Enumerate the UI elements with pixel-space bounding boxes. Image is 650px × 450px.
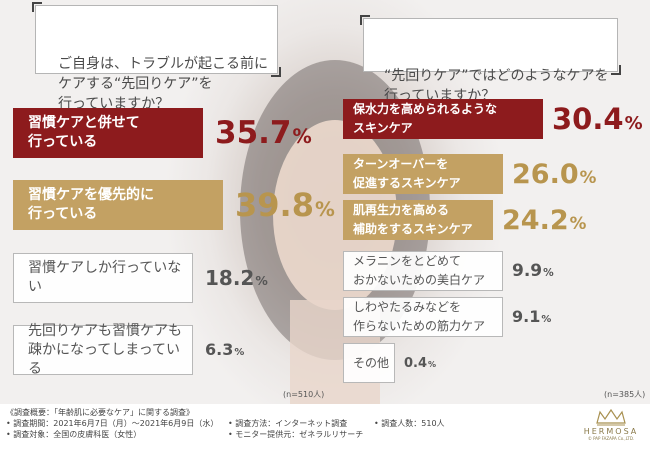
value-label: 26.0%	[512, 161, 596, 188]
value-label: 24.2%	[502, 207, 586, 234]
value-unit: %	[624, 112, 643, 134]
value-unit: %	[428, 359, 437, 369]
value-unit: %	[569, 212, 587, 233]
value-label: 30.4%	[552, 101, 643, 136]
survey-period: • 調査期間：2021年6月7日（月）～2021年6月9日（水）	[6, 419, 219, 428]
bar-label: 保水力を高められるような スキンケア	[353, 102, 498, 135]
value-unit: %	[543, 266, 554, 279]
value-number: 24.2	[502, 204, 569, 236]
question-right: “先回りケア”ではどのようなケアを 行っていますか？	[360, 15, 621, 104]
bar-label: ターンオーバーを 促進するスキンケア	[353, 157, 461, 190]
brand-copyright: © PAP FAZAPA Co.,LTD.	[587, 436, 635, 441]
brand-name: HERMOSA	[583, 427, 639, 436]
footer: 《調査概要：「年齢肌に必要なケア」に関する調査》 • 調査期間：2021年6月7…	[0, 404, 650, 450]
survey-count: • 調査人数：510人	[374, 419, 445, 428]
value-number: 9.1	[512, 307, 541, 326]
corner-mark	[611, 65, 621, 75]
value-number: 30.4	[552, 101, 624, 136]
survey-target: • 調査対象：全国の皮膚科医（女性）	[6, 430, 142, 439]
value-unit: %	[292, 124, 312, 148]
bar-chart2-3: 肌再生力を高める 補助をするスキンケア	[343, 200, 493, 240]
sample-size-right: (n=385人)	[604, 390, 646, 399]
value-label: 35.7%	[215, 114, 312, 151]
bar-label: 先回りケアも習慣ケアも 疎かになってしまっている	[28, 322, 182, 377]
bar-chart2-4: メラニンをとどめて おかないための美白ケア	[343, 251, 503, 291]
survey-monitor: • モニター提供元：ゼネラルリサーチ	[228, 430, 364, 439]
value-unit: %	[234, 347, 245, 358]
corner-mark	[271, 67, 281, 77]
value-unit: %	[579, 166, 597, 187]
chart-area: ご自身は、トラブルが起こる前に ケアする“先回りケア”を 行っていますか？ “先…	[0, 0, 650, 404]
bar-chart1-1: 習慣ケアと併せて 行っている	[13, 108, 203, 158]
value-number: 39.8	[235, 186, 314, 224]
bar-chart1-3: 習慣ケアしか行っていない	[13, 253, 193, 303]
survey-title: 《調査概要：「年齢肌に必要なケア」に関する調査》	[6, 408, 194, 417]
value-unit: %	[314, 198, 335, 221]
value-number: 26.0	[512, 158, 579, 190]
bar-chart1-4: 先回りケアも習慣ケアも 疎かになってしまっている	[13, 323, 193, 377]
value-number: 18.2	[205, 266, 255, 290]
value-number: 9.9	[512, 260, 543, 281]
corner-mark	[360, 15, 370, 25]
value-label: 39.8%	[235, 189, 335, 221]
value-unit: %	[541, 314, 552, 325]
corner-mark	[32, 2, 42, 12]
bar-chart2-1: 保水力を高められるような スキンケア	[343, 99, 543, 139]
value-number: 6.3	[205, 340, 234, 359]
bar-chart2-6: その他	[343, 343, 395, 383]
sample-size-left: (n=510人)	[283, 390, 325, 399]
bar-label: 肌再生力を高める 補助をするスキンケア	[353, 203, 473, 236]
bar-chart2-5: しわやたるみなどを 作らないための筋力ケア	[343, 297, 503, 337]
value-label: 9.1%	[512, 309, 551, 325]
question-left: ご自身は、トラブルが起こる前に ケアする“先回りケア”を 行っていますか？	[32, 2, 281, 112]
bar-chart2-2: ターンオーバーを 促進するスキンケア	[343, 154, 503, 194]
bar-label: メラニンをとどめて おかないための美白ケア	[353, 254, 486, 287]
bar-chart1-2: 習慣ケアを優先的に 行っている	[13, 180, 223, 230]
value-label: 9.9%	[512, 260, 554, 281]
brand-logo: HERMOSA © PAP FAZAPA Co.,LTD.	[576, 406, 646, 448]
value-number: 35.7	[215, 114, 292, 151]
survey-method: • 調査方法：インターネット調査	[228, 419, 348, 428]
value-unit: %	[255, 273, 268, 288]
value-label: 0.4%	[404, 357, 436, 370]
bar-label: しわやたるみなどを 作らないための筋力ケア	[353, 300, 486, 333]
bar-label: 習慣ケアと併せて 行っている	[28, 115, 140, 150]
crown-logo-icon	[596, 408, 626, 426]
bar-label: 習慣ケアしか行っていない	[28, 260, 182, 295]
bar-label: 習慣ケアを優先的に 行っている	[28, 187, 154, 222]
value-number: 0.4	[404, 355, 428, 371]
value-label: 6.3%	[205, 342, 244, 358]
bar-label: その他	[353, 355, 390, 370]
value-label: 18.2%	[205, 268, 268, 288]
